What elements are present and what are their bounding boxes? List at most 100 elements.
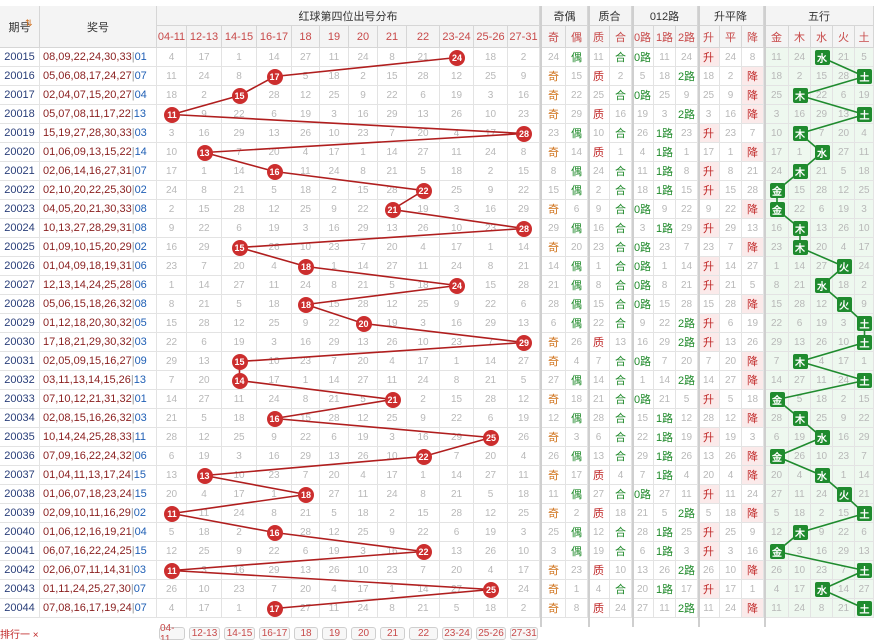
prize-cell: 10,14,24,25,28,33 | 11: [40, 428, 157, 447]
dist-cell: 17: [187, 599, 222, 618]
sort-icon[interactable]: ⇅: [25, 18, 33, 28]
prize-header[interactable]: 奖号: [40, 6, 157, 48]
dist-cell: 5: [187, 409, 222, 428]
separator: |: [131, 545, 135, 557]
dist-col-7[interactable]: 21: [378, 26, 407, 48]
dist-cell: 15: [440, 390, 474, 409]
dist-cell: 11: [378, 371, 407, 390]
dist-cell: 23: [378, 561, 407, 580]
separator: |: [131, 165, 135, 177]
dist-cell: 5: [440, 599, 474, 618]
dist-cell: 8: [508, 143, 540, 162]
parity-cell: 奇: [542, 466, 566, 485]
element-marker: 木: [792, 164, 808, 179]
dist-cell: 13: [349, 333, 378, 352]
prime-col-1[interactable]: 合: [610, 26, 632, 48]
road-col-1[interactable]: 1路: [654, 26, 676, 48]
dist-cell: 19: [320, 542, 349, 561]
trend-cell: 22: [720, 200, 742, 219]
road-col-2[interactable]: 2路: [676, 26, 698, 48]
dist-col-2[interactable]: 14-15: [222, 26, 257, 48]
dist-cell: 3: [292, 219, 320, 238]
trend-col-2[interactable]: 降: [742, 26, 764, 48]
footer-dist-button[interactable]: 14-15: [224, 627, 255, 640]
footer-dist-button[interactable]: 19: [322, 627, 347, 640]
separator: |: [131, 146, 135, 158]
trend-cell: 降: [742, 447, 764, 466]
road-cell: 2路: [676, 67, 698, 86]
red-numbers: 07,10,12,21,31,32: [43, 393, 132, 405]
trend-cell: 升: [698, 580, 720, 599]
parity-col-1[interactable]: 偶: [566, 26, 588, 48]
dist-cell: 29: [157, 352, 187, 371]
footer-label[interactable]: 排行一 ×: [0, 627, 40, 640]
trend-cell: 降: [742, 238, 764, 257]
element-col-2[interactable]: 水: [811, 26, 833, 48]
parity-col-0[interactable]: 奇: [542, 26, 566, 48]
dist-col-4[interactable]: 18: [292, 26, 320, 48]
prize-cell: 02,09,10,11,16,29 | 02: [40, 504, 157, 523]
blue-number: 06: [134, 260, 147, 272]
road-cell: 2路: [676, 504, 698, 523]
footer-dist-button[interactable]: 20: [351, 627, 376, 640]
footer-dist-button[interactable]: 12-13: [189, 627, 220, 640]
dist-cell: 27: [187, 390, 222, 409]
dist-cell: 9: [187, 105, 222, 124]
element-col-0[interactable]: 金: [765, 26, 789, 48]
prime-cell: 27: [588, 485, 610, 504]
element-col-1[interactable]: 木: [789, 26, 811, 48]
issue-cell: 20034: [0, 409, 40, 428]
dist-cell: 11: [222, 390, 257, 409]
dist-cell: 8: [292, 390, 320, 409]
red-numbers: 07,08,16,17,19,24: [43, 602, 132, 614]
footer-dist-button[interactable]: 04-11: [159, 623, 185, 640]
trend-cell: 8: [742, 48, 764, 67]
dist-cell: 28: [320, 409, 349, 428]
dist-cell: 24: [508, 580, 540, 599]
red-ball: 16: [266, 524, 283, 541]
dist-col-9[interactable]: 23-24: [440, 26, 474, 48]
dist-col-1[interactable]: 12-13: [187, 26, 222, 48]
trend-col-0[interactable]: 升: [698, 26, 720, 48]
dist-cell: 13: [378, 219, 407, 238]
dist-col-11[interactable]: 27-31: [508, 26, 540, 48]
footer-dist-button[interactable]: 23-24: [442, 627, 472, 640]
footer-dist-button[interactable]: 22: [409, 627, 438, 640]
issue-cell: 20018: [0, 105, 40, 124]
parity-cell: 偶: [566, 542, 588, 561]
footer-dist-button[interactable]: 16-17: [259, 627, 290, 640]
parity-cell: 奇: [542, 67, 566, 86]
separator: |: [131, 89, 135, 101]
road-cell: 7: [676, 238, 698, 257]
road-col-0[interactable]: 0路: [632, 26, 654, 48]
dist-col-6[interactable]: 20: [349, 26, 378, 48]
separator: |: [131, 70, 135, 82]
issue-header[interactable]: 期号: [0, 6, 40, 48]
red-ball: 21: [384, 201, 401, 218]
dist-cell: 27: [292, 599, 320, 618]
prime-col-0[interactable]: 质: [588, 26, 610, 48]
separator: |: [130, 469, 134, 481]
footer-dist-button[interactable]: 21: [380, 627, 405, 640]
prime-cell: 合: [610, 428, 632, 447]
dist-col-5[interactable]: 19: [320, 26, 349, 48]
dist-col-10[interactable]: 25-26: [474, 26, 508, 48]
element-col-4[interactable]: 土: [855, 26, 874, 48]
road-cell: 2路: [676, 561, 698, 580]
trend-col-1[interactable]: 平: [720, 26, 742, 48]
trend-cell: 27: [742, 257, 764, 276]
footer-dist-button[interactable]: 25-26: [476, 627, 506, 640]
dist-cell: 15: [349, 181, 378, 200]
dist-cell: 1: [257, 485, 292, 504]
parity-cell: 奇: [542, 428, 566, 447]
parity-cell: 29: [566, 105, 588, 124]
dist-cell: 23: [474, 219, 508, 238]
footer-dist-button[interactable]: 27-31: [510, 627, 538, 640]
dist-col-0[interactable]: 04-11: [157, 26, 187, 48]
dist-cell: 4: [292, 143, 320, 162]
road-cell: 19: [632, 105, 654, 124]
element-col-3[interactable]: 火: [833, 26, 855, 48]
footer-dist-button[interactable]: 18: [294, 627, 318, 640]
dist-col-3[interactable]: 16-17: [257, 26, 292, 48]
dist-col-8[interactable]: 22: [407, 26, 440, 48]
